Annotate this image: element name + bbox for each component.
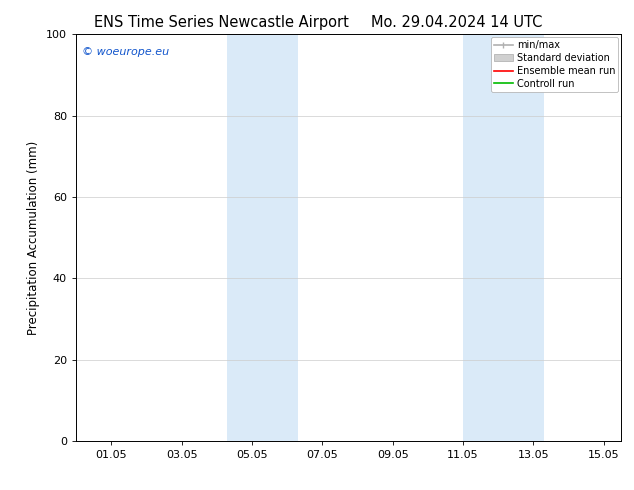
Text: © woeurope.eu: © woeurope.eu	[82, 47, 169, 56]
Y-axis label: Precipitation Accumulation (mm): Precipitation Accumulation (mm)	[27, 141, 41, 335]
Bar	[228, 34, 298, 441]
Legend: min/max, Standard deviation, Ensemble mean run, Controll run: min/max, Standard deviation, Ensemble me…	[491, 37, 618, 92]
Title: ENS Time Series Newcastle Airport      Mo. 29.04.2024 14 UTC: ENS Time Series Newcastle Airport Mo. 29…	[0, 489, 1, 490]
Text: Mo. 29.04.2024 14 UTC: Mo. 29.04.2024 14 UTC	[371, 15, 542, 30]
Bar	[463, 34, 544, 441]
Text: ENS Time Series Newcastle Airport: ENS Time Series Newcastle Airport	[94, 15, 349, 30]
